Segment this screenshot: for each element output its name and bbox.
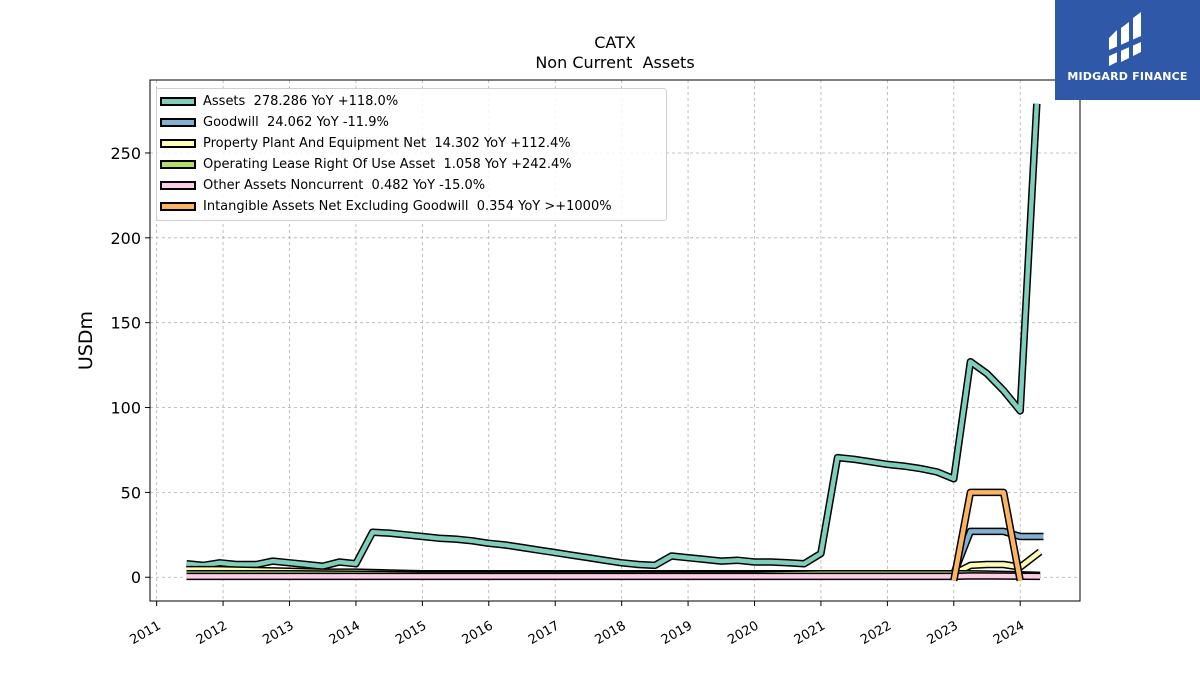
x-tick-label: 2020 [725,618,761,648]
chart-subtitle: Non Current Assets [535,53,694,72]
midgard-logo-icon [1109,12,1141,66]
x-tick-label: 2011 [127,618,163,648]
x-tick-label: 2019 [659,618,695,648]
legend-label: Assets 278.286 YoY +118.0% [203,93,399,109]
legend-swatch [160,117,196,127]
legend-item: Property Plant And Equipment Net 14.302 … [157,133,571,153]
y-tick-label: 100 [110,399,141,418]
brand-name: MIDGARD FINANCE [1067,70,1188,83]
legend-swatch [160,96,196,106]
x-tick-label: 2023 [925,618,961,648]
x-tick-label: 2017 [526,618,562,648]
x-tick-label: 2015 [393,618,429,648]
series-line [186,103,1040,569]
y-tick-label: 150 [110,314,141,333]
x-tick-label: 2021 [792,618,828,648]
legend-label: Goodwill 24.062 YoY -11.9% [203,114,389,130]
legend-swatch [160,159,196,169]
x-tick-label: 2012 [194,618,230,648]
x-tick-label: 2016 [460,618,496,648]
x-tick-label: 2014 [327,618,363,648]
chart-title: CATX [594,33,636,52]
legend-swatch [160,138,196,148]
y-axis-label: USDm [75,311,97,370]
legend-item: Other Assets Noncurrent 0.482 YoY -15.0% [157,175,485,195]
series-line [186,573,1041,579]
x-tick-label: 2018 [592,618,628,648]
legend-label: Other Assets Noncurrent 0.482 YoY -15.0% [203,177,486,193]
x-tick-label: 2013 [260,618,296,648]
y-tick-label: 200 [110,229,141,248]
legend-item: Operating Lease Right Of Use Asset 1.058… [157,154,572,174]
y-tick-label: 250 [110,144,141,163]
series-line [951,529,1044,575]
legend-item: Intangible Assets Net Excluding Goodwill… [157,196,612,216]
legend-label: Intangible Assets Net Excluding Goodwill… [203,198,612,214]
plot-frame [149,79,1081,602]
legend-label: Operating Lease Right Of Use Asset 1.058… [203,156,572,172]
y-tick-label: 50 [121,483,141,502]
y-tick-label: 0 [131,568,141,587]
legend: Assets 278.286 YoY +118.0% Goodwill 24.06… [156,88,667,221]
legend-swatch [160,180,196,190]
legend-item: Assets 278.286 YoY +118.0% [157,91,398,111]
legend-swatch [160,201,196,211]
series-line [951,490,1023,582]
x-tick-label: 2022 [858,618,894,648]
legend-item: Goodwill 24.062 YoY -11.9% [157,112,389,132]
brand-logo: MIDGARD FINANCE [1055,0,1200,100]
legend-label: Property Plant And Equipment Net 14.302 … [203,135,571,151]
x-tick-label: 2024 [991,618,1027,648]
